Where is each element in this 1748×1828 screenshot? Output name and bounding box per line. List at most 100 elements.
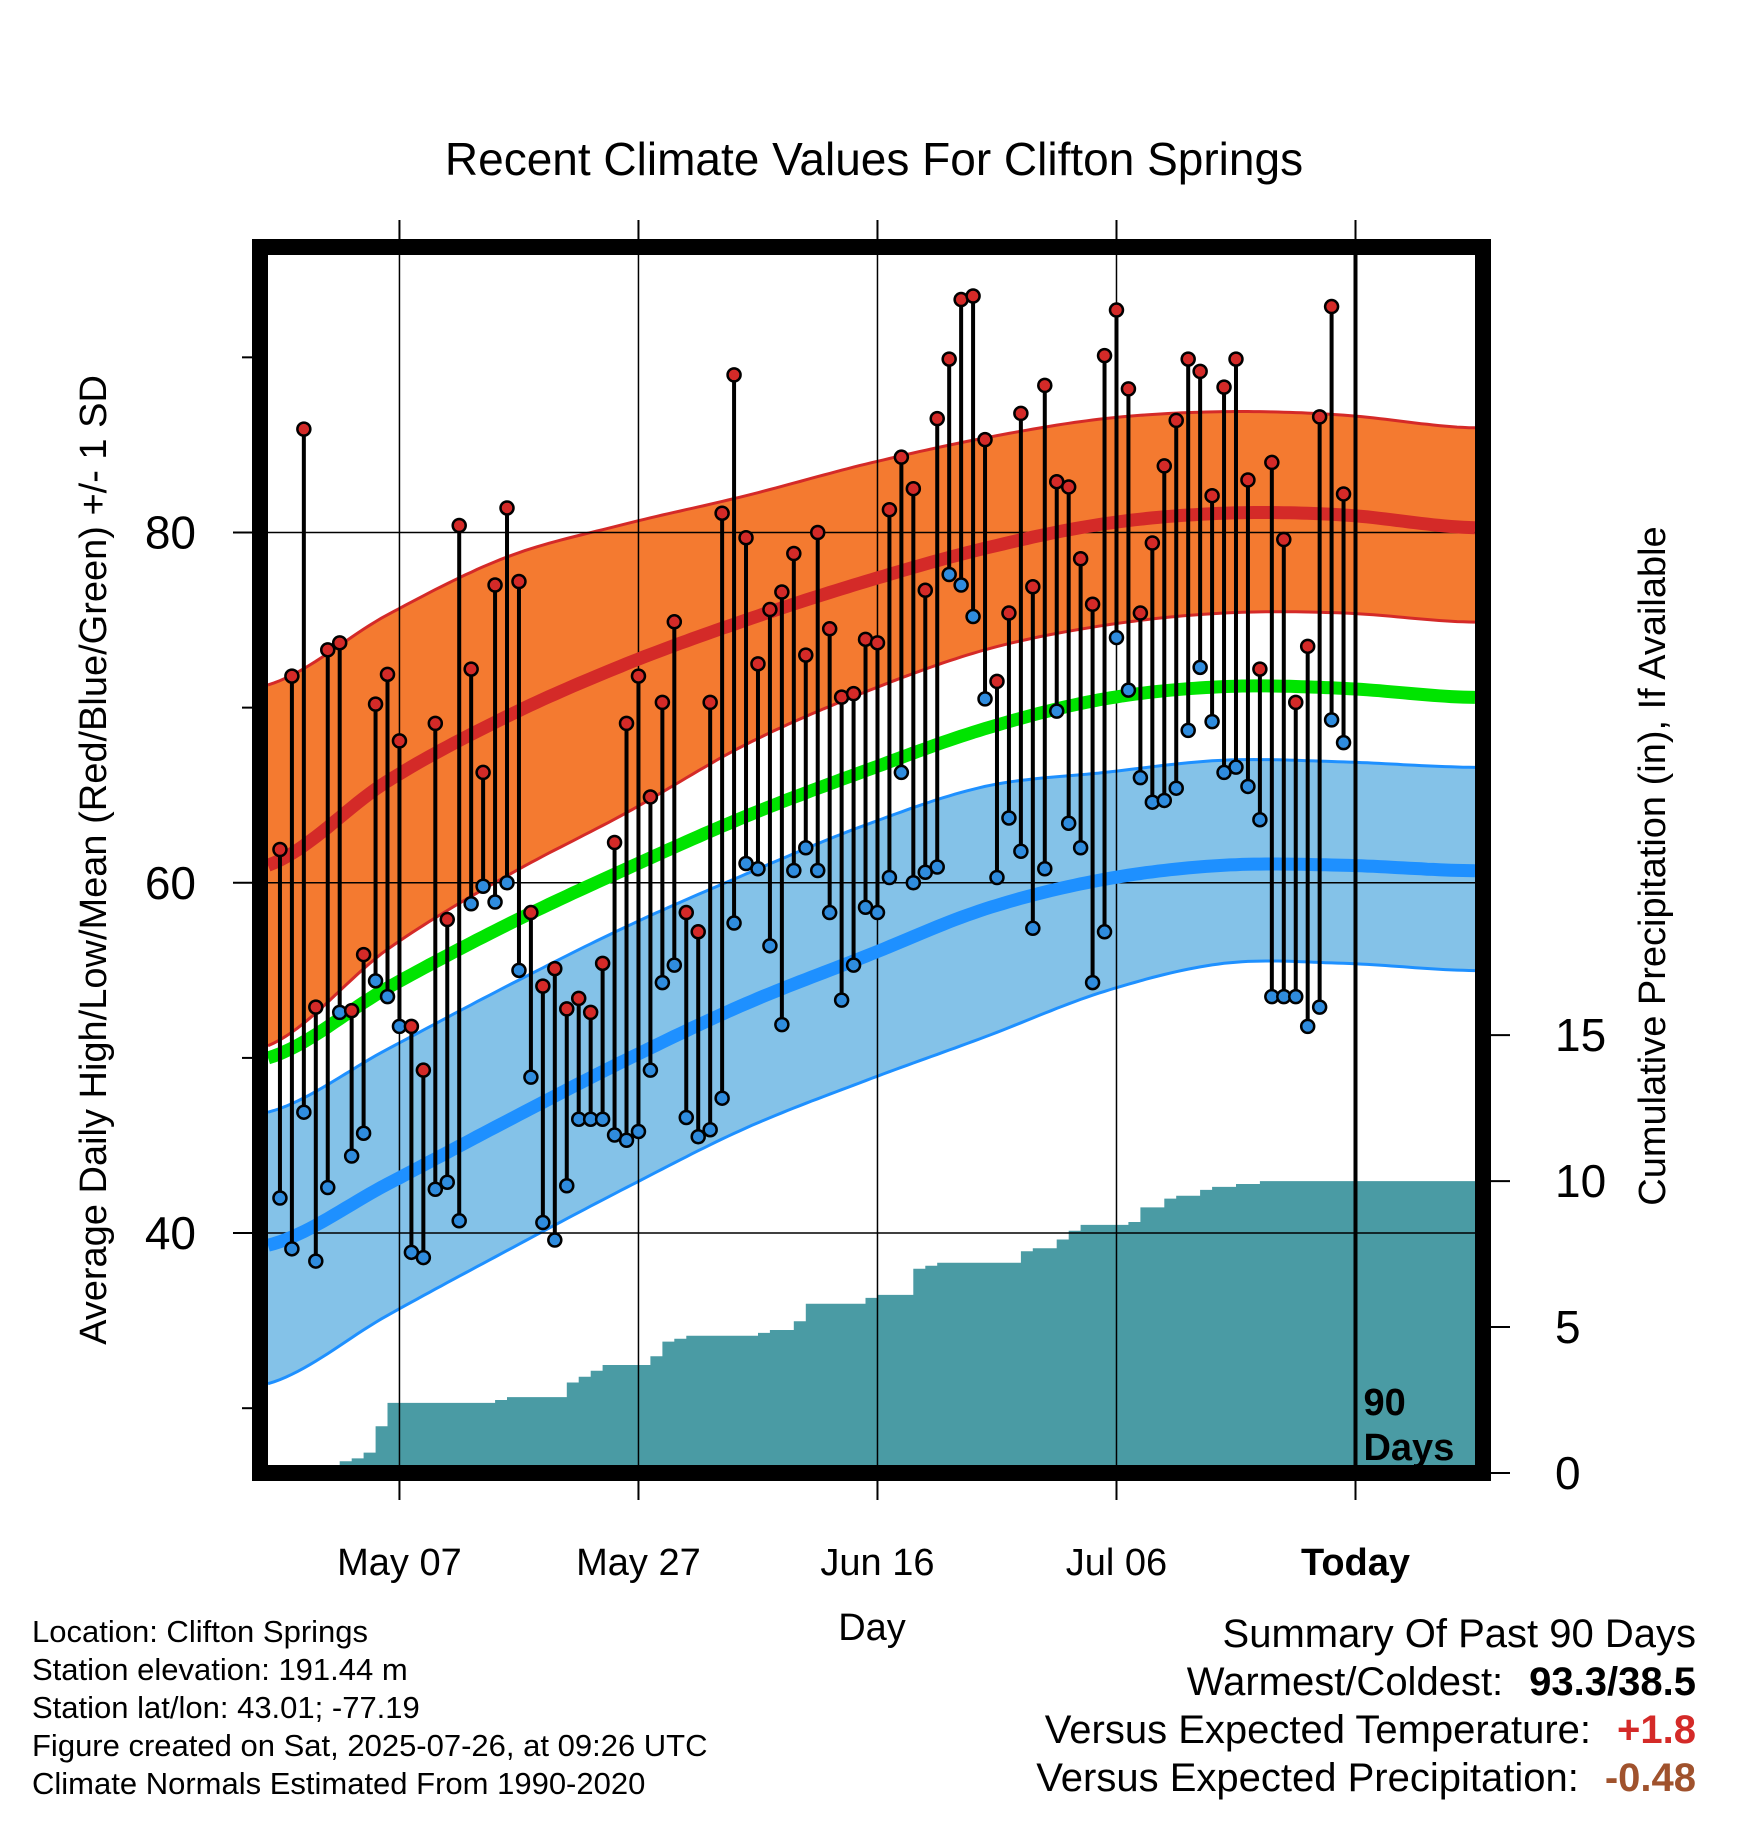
daily-low-point bbox=[798, 839, 814, 856]
chart-title: Recent Climate Values For Clifton Spring… bbox=[444, 133, 1304, 185]
daily-high-point bbox=[1084, 596, 1101, 613]
daily-high-point bbox=[559, 1001, 575, 1017]
daily-low-point bbox=[821, 904, 838, 921]
daily-high-point bbox=[523, 904, 539, 921]
daily-low-point bbox=[1323, 712, 1340, 728]
daily-high-point bbox=[594, 955, 611, 972]
daily-high-point bbox=[845, 685, 862, 702]
daily-high-point bbox=[809, 524, 826, 541]
daily-low-point bbox=[1156, 792, 1173, 809]
daily-high-point bbox=[738, 529, 754, 546]
daily-low-point bbox=[367, 973, 384, 989]
daily-low-point bbox=[929, 859, 945, 875]
daily-low-point bbox=[1108, 629, 1125, 646]
daily-high-point bbox=[427, 715, 444, 732]
y2-tick-label: 5 bbox=[1555, 1301, 1581, 1353]
daily-low-point bbox=[809, 862, 826, 879]
daily-low-point bbox=[1335, 734, 1352, 751]
x-tick-label: May 27 bbox=[576, 1542, 701, 1584]
daily-low-point bbox=[1084, 974, 1101, 991]
x-tick-label: Today bbox=[1301, 1542, 1410, 1584]
x-axis-title: Day bbox=[838, 1607, 906, 1649]
daily-high-point bbox=[331, 635, 348, 651]
daily-high-point bbox=[1156, 458, 1173, 474]
daily-high-point bbox=[355, 946, 372, 963]
daily-high-point bbox=[1120, 381, 1137, 397]
daily-high-point bbox=[451, 517, 467, 534]
daily-high-point bbox=[798, 647, 814, 663]
daily-low-point bbox=[786, 862, 802, 879]
daily-low-point bbox=[630, 1123, 647, 1140]
daily-low-point bbox=[559, 1178, 575, 1194]
daily-low-point bbox=[666, 957, 683, 973]
daily-low-point bbox=[833, 992, 850, 1008]
daily-low-point bbox=[487, 894, 503, 910]
daily-high-point bbox=[547, 960, 563, 977]
daily-high-point bbox=[1060, 479, 1077, 495]
daily-low-point bbox=[272, 1190, 288, 1206]
daily-high-point bbox=[941, 351, 957, 367]
daily-low-point bbox=[308, 1253, 324, 1269]
daily-low-point bbox=[941, 566, 957, 583]
y-tick-label: 80 bbox=[145, 506, 196, 558]
daily-high-point bbox=[1204, 487, 1220, 504]
daily-high-point bbox=[284, 668, 300, 684]
daily-high-point bbox=[272, 841, 288, 858]
daily-high-point bbox=[1168, 412, 1184, 429]
daily-low-point bbox=[642, 1062, 659, 1078]
daily-low-point bbox=[869, 904, 886, 921]
daily-low-point bbox=[965, 608, 981, 625]
daily-low-point bbox=[702, 1121, 718, 1138]
daily-low-point bbox=[845, 957, 862, 973]
daily-low-point bbox=[320, 1179, 336, 1196]
daily-high-point bbox=[929, 410, 945, 427]
daily-high-point bbox=[917, 582, 934, 599]
daily-low-point bbox=[535, 1214, 551, 1231]
daily-low-point bbox=[475, 878, 491, 895]
daily-high-point bbox=[1132, 605, 1149, 621]
daily-high-point bbox=[499, 500, 515, 516]
daily-high-point bbox=[881, 501, 898, 518]
daily-high-point bbox=[1192, 363, 1208, 380]
daily-high-point bbox=[606, 834, 623, 851]
daily-low-point bbox=[1072, 839, 1089, 856]
daily-low-point bbox=[1048, 703, 1065, 719]
daily-high-point bbox=[905, 480, 922, 497]
daily-low-point bbox=[1228, 759, 1244, 775]
daily-high-point bbox=[750, 656, 766, 672]
daily-low-point bbox=[379, 988, 396, 1005]
daily-high-point bbox=[666, 614, 683, 630]
daily-low-point bbox=[714, 1090, 730, 1106]
normals-text: Climate Normals Estimated From 1990-2020 bbox=[32, 1766, 646, 1801]
daily-low-point bbox=[977, 691, 993, 707]
daily-high-point bbox=[654, 694, 671, 711]
daily-low-point bbox=[355, 1125, 372, 1141]
daily-low-point bbox=[1013, 843, 1029, 859]
daily-high-point bbox=[379, 666, 396, 683]
high-sd-band bbox=[268, 411, 1475, 1046]
daily-high-point bbox=[570, 990, 587, 1007]
daily-high-point bbox=[869, 635, 886, 651]
daily-high-point bbox=[989, 673, 1005, 690]
daily-high-point bbox=[511, 573, 527, 590]
daily-low-point bbox=[439, 1174, 456, 1191]
daily-high-point bbox=[308, 999, 324, 1015]
y2-tick-label: 15 bbox=[1555, 1009, 1606, 1061]
daily-low-point bbox=[881, 869, 898, 886]
daily-low-point bbox=[953, 577, 969, 593]
daily-high-point bbox=[391, 733, 408, 749]
daily-high-point bbox=[403, 1018, 420, 1035]
daily-low-point bbox=[284, 1241, 300, 1257]
daily-high-point bbox=[1323, 298, 1340, 315]
daily-high-point bbox=[535, 978, 551, 994]
x-tick-label: Jun 16 bbox=[820, 1542, 934, 1584]
daily-high-point bbox=[367, 696, 384, 712]
daily-high-point bbox=[642, 789, 659, 805]
daily-high-point bbox=[1180, 351, 1196, 367]
daily-low-point bbox=[678, 1109, 695, 1126]
daily-high-point bbox=[296, 421, 312, 437]
daily-high-point bbox=[774, 584, 790, 600]
summary-title: Summary Of Past 90 Days bbox=[1222, 1612, 1696, 1656]
high-sd-band-upper-edge bbox=[267, 410, 1476, 687]
daily-high-point bbox=[702, 694, 718, 711]
